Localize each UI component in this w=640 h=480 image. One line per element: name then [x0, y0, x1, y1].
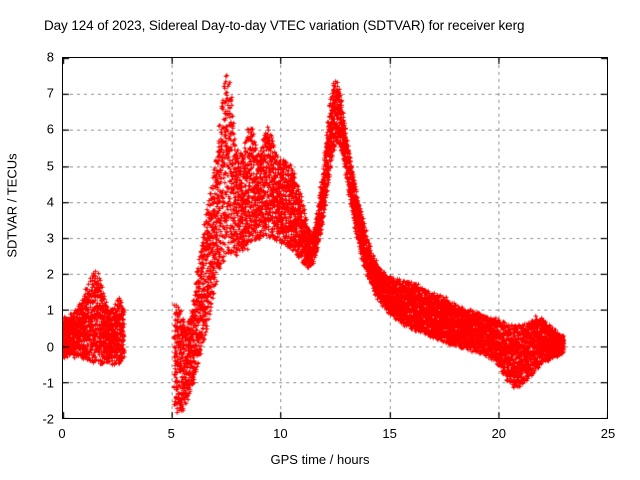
- y-tick-label: 6: [46, 121, 54, 137]
- y-tick-label: 8: [46, 49, 54, 65]
- y-tick-label: -2: [42, 411, 54, 427]
- x-tick-label: 25: [600, 426, 616, 441]
- y-tick-label: -1: [42, 375, 54, 391]
- scatter-series-sdtvar: [63, 58, 607, 418]
- y-tick-label: 2: [46, 266, 54, 282]
- x-tick-label: 10: [273, 426, 288, 441]
- y-tick-label: 0: [46, 339, 54, 355]
- y-tick-label: 5: [46, 158, 54, 174]
- y-tick-label: 4: [46, 194, 54, 210]
- x-tick-label: 20: [491, 426, 507, 441]
- y-tick-label: 1: [46, 302, 54, 318]
- gridlines: [63, 58, 607, 418]
- plot-area: [62, 57, 608, 419]
- axis-ticks: [63, 58, 607, 418]
- y-tick-label: 3: [46, 230, 54, 246]
- y-axis-title: SDTVAR / TECUs: [4, 153, 20, 258]
- chart-title: Day 124 of 2023, Sidereal Day-to-day VTE…: [44, 18, 525, 33]
- x-axis-title: GPS time / hours: [270, 452, 370, 467]
- x-tick-label: 5: [167, 426, 175, 441]
- x-tick-label: 15: [382, 426, 397, 441]
- x-tick-label: 0: [58, 426, 66, 441]
- y-tick-label: 7: [46, 85, 54, 101]
